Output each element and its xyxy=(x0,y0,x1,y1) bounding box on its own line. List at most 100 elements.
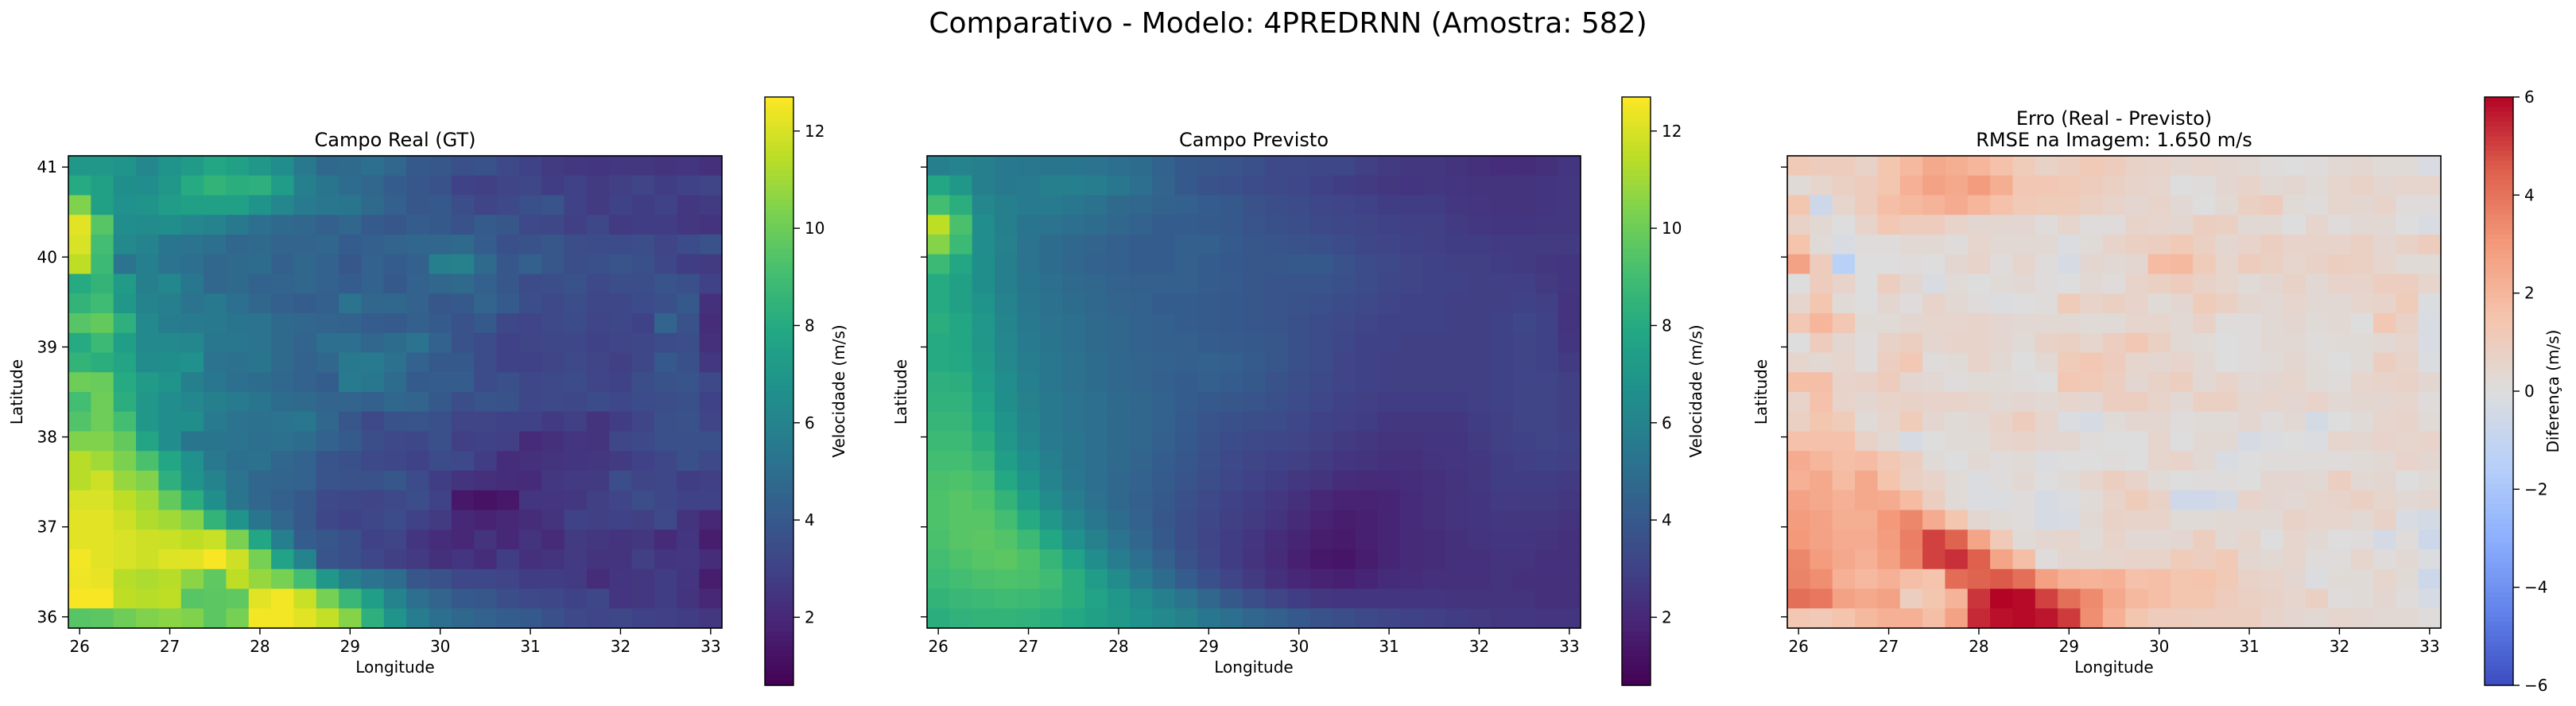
heatmap-cell xyxy=(271,215,295,235)
heatmap-cell xyxy=(972,313,995,334)
colorbar-segment xyxy=(2485,528,2513,534)
heatmap-cell xyxy=(1333,510,1356,530)
heatmap-cell xyxy=(1468,568,1492,590)
heatmap-cell xyxy=(1152,372,1176,393)
heatmap-cell xyxy=(1377,471,1401,491)
heatmap-cell xyxy=(1535,235,1559,255)
heatmap-cell xyxy=(1899,235,1923,255)
heatmap-cell xyxy=(496,273,520,294)
colorbar-segment xyxy=(2485,170,2513,176)
heatmap-cell xyxy=(972,175,995,196)
heatmap-cell xyxy=(2283,530,2306,550)
heatmap-cell xyxy=(2372,254,2396,275)
heatmap-cell xyxy=(68,352,91,373)
heatmap-cell xyxy=(1107,215,1131,235)
heatmap-cell xyxy=(1287,451,1311,471)
heatmap-cell xyxy=(2260,293,2284,314)
heatmap-cell xyxy=(1558,235,1581,255)
heatmap-cell xyxy=(1333,313,1356,334)
heatmap-cell xyxy=(1855,451,1878,471)
heatmap-cell xyxy=(383,490,407,511)
heatmap-cell xyxy=(1945,372,1969,393)
heatmap-cell xyxy=(2305,313,2329,334)
heatmap-cell xyxy=(474,510,498,530)
heatmap-cell xyxy=(541,352,565,373)
heatmap-cell xyxy=(1990,510,2014,530)
heatmap-cell xyxy=(496,549,520,570)
heatmap-cell xyxy=(1309,392,1333,413)
heatmap-cell xyxy=(136,254,159,275)
heatmap-cell xyxy=(1062,235,1086,255)
heatmap-cell xyxy=(1535,530,1559,550)
x-tick-label: 26 xyxy=(928,637,948,656)
heatmap-cell xyxy=(406,471,430,491)
heatmap-cell xyxy=(1355,352,1379,373)
heatmap-cell xyxy=(2260,235,2284,255)
heatmap-cell xyxy=(541,471,565,491)
x-tick-label: 31 xyxy=(1379,637,1399,656)
heatmap-cell xyxy=(1445,588,1468,609)
heatmap-cell xyxy=(1039,273,1063,294)
heatmap-cell xyxy=(1152,313,1176,334)
heatmap-cell xyxy=(2147,175,2171,196)
colorbar-segment xyxy=(2485,239,2513,245)
heatmap-cell xyxy=(586,411,610,433)
heatmap-cell xyxy=(518,490,542,511)
heatmap-cell xyxy=(1422,510,1446,530)
colorbar-segment xyxy=(765,254,793,260)
colorbar-segment xyxy=(1622,631,1651,637)
colorbar-segment xyxy=(765,165,793,172)
heatmap-cell xyxy=(2328,471,2352,491)
heatmap-cell xyxy=(995,490,1018,511)
colorbar-segment xyxy=(1622,258,1651,265)
heatmap-cell xyxy=(429,332,452,354)
heatmap-cell xyxy=(541,215,565,235)
heatmap-cell xyxy=(2170,588,2194,609)
colorbar-segment xyxy=(1622,444,1651,451)
heatmap-cell xyxy=(2237,510,2261,530)
heatmap-cell xyxy=(180,235,204,255)
heatmap-cell xyxy=(1558,332,1581,354)
colorbar-segment xyxy=(765,141,793,147)
heatmap-cell xyxy=(204,588,227,609)
panel-3: Erro (Real - Previsto)RMSE na Imagem: 1.… xyxy=(1752,87,2562,695)
heatmap-cell xyxy=(2372,175,2396,196)
heatmap-cell xyxy=(1333,254,1356,275)
colorbar-segment xyxy=(1622,244,1651,250)
heatmap-cell xyxy=(1810,195,1833,215)
heatmap-cell xyxy=(1084,451,1108,471)
heatmap-cell xyxy=(316,156,339,176)
heatmap-cell xyxy=(1130,215,1154,235)
heatmap-cell xyxy=(1377,254,1401,275)
heatmap-cell xyxy=(1355,471,1379,491)
colorbar-segment xyxy=(2485,204,2513,211)
heatmap-cell xyxy=(204,549,227,570)
heatmap-cell xyxy=(677,235,700,255)
heatmap-cell xyxy=(1967,510,1991,530)
heatmap-cell xyxy=(1355,235,1379,255)
heatmap-cell xyxy=(949,254,973,275)
heatmap-cell xyxy=(2125,549,2149,570)
heatmap-cell xyxy=(1265,549,1289,570)
heatmap-cell xyxy=(1445,254,1468,275)
heatmap-cell xyxy=(383,313,407,334)
heatmap-cell xyxy=(609,588,633,609)
heatmap-cell xyxy=(91,273,114,294)
heatmap-cell xyxy=(586,156,610,176)
colorbar-segment xyxy=(765,523,793,530)
heatmap-cell xyxy=(2260,431,2284,452)
heatmap-cell xyxy=(451,530,475,550)
heatmap-cell xyxy=(1490,352,1514,373)
heatmap-cell xyxy=(180,431,204,452)
heatmap-cell xyxy=(1512,549,1536,570)
heatmap-cell xyxy=(91,490,114,511)
heatmap-cell xyxy=(2080,273,2104,294)
heatmap-cell xyxy=(474,195,498,215)
heatmap-cell xyxy=(1877,568,1901,590)
heatmap-cell xyxy=(2237,451,2261,471)
heatmap-cell xyxy=(2305,273,2329,294)
heatmap-cell xyxy=(1174,549,1198,570)
heatmap-cell xyxy=(1174,195,1198,215)
heatmap-cell xyxy=(406,568,430,590)
colorbar-segment xyxy=(765,258,793,265)
